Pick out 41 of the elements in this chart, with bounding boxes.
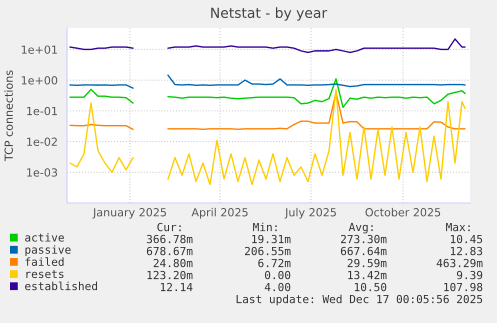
text: 206.55m <box>245 246 290 256</box>
x-tick-label: October 2025 <box>365 208 440 216</box>
legend-label: failed <box>26 257 64 266</box>
text: 273.30m <box>341 234 386 244</box>
text: Max: <box>446 222 470 232</box>
legend-label: passive <box>25 245 71 256</box>
x-tick-label: April 2025 <box>191 208 248 219</box>
text: 4.00 <box>264 282 290 292</box>
text: 29.59m <box>348 258 386 268</box>
x-tick-label: July 2025 <box>284 208 336 219</box>
text: 10.50 <box>354 282 386 292</box>
legend-label: active <box>25 233 64 242</box>
text: 13.42m <box>348 270 386 280</box>
y-tick-label: 1e+00 <box>22 76 58 85</box>
y-tick-label: 1e-03 <box>27 168 58 177</box>
x-tick-label: January 2025 <box>92 208 166 219</box>
text: 0.00 <box>264 270 290 280</box>
text: Min: <box>253 222 277 232</box>
text: Last update: Wed Dec 17 00:05:56 2025 <box>236 294 482 306</box>
legend-label: resets <box>26 270 64 278</box>
text: 19.31m <box>252 234 290 244</box>
text: 9.39 <box>456 270 482 280</box>
text: 366.78m <box>146 234 192 244</box>
y-axis-title: TCP connections <box>4 70 13 162</box>
chart-title: Netstat - by year <box>211 7 328 21</box>
legend-label: established <box>25 282 97 290</box>
text: 667.64m <box>340 246 386 256</box>
text: 24.80m <box>154 258 192 268</box>
text: Avg: <box>348 222 373 234</box>
text: 6.72m <box>258 258 290 268</box>
text: 12.14 <box>160 282 192 292</box>
text: Cur: <box>157 222 181 232</box>
text: 10.45 <box>450 234 482 244</box>
text: 463.29m <box>436 258 482 268</box>
text: 107.98 <box>444 282 482 292</box>
text: 678.67m <box>146 246 192 256</box>
y-tick-label: 1e-01 <box>27 106 57 116</box>
y-tick-label: 1e+01 <box>22 45 57 54</box>
y-tick-label: 1e-02 <box>27 138 57 146</box>
text: 12.83 <box>450 246 482 256</box>
text: 123.20m <box>148 270 192 280</box>
